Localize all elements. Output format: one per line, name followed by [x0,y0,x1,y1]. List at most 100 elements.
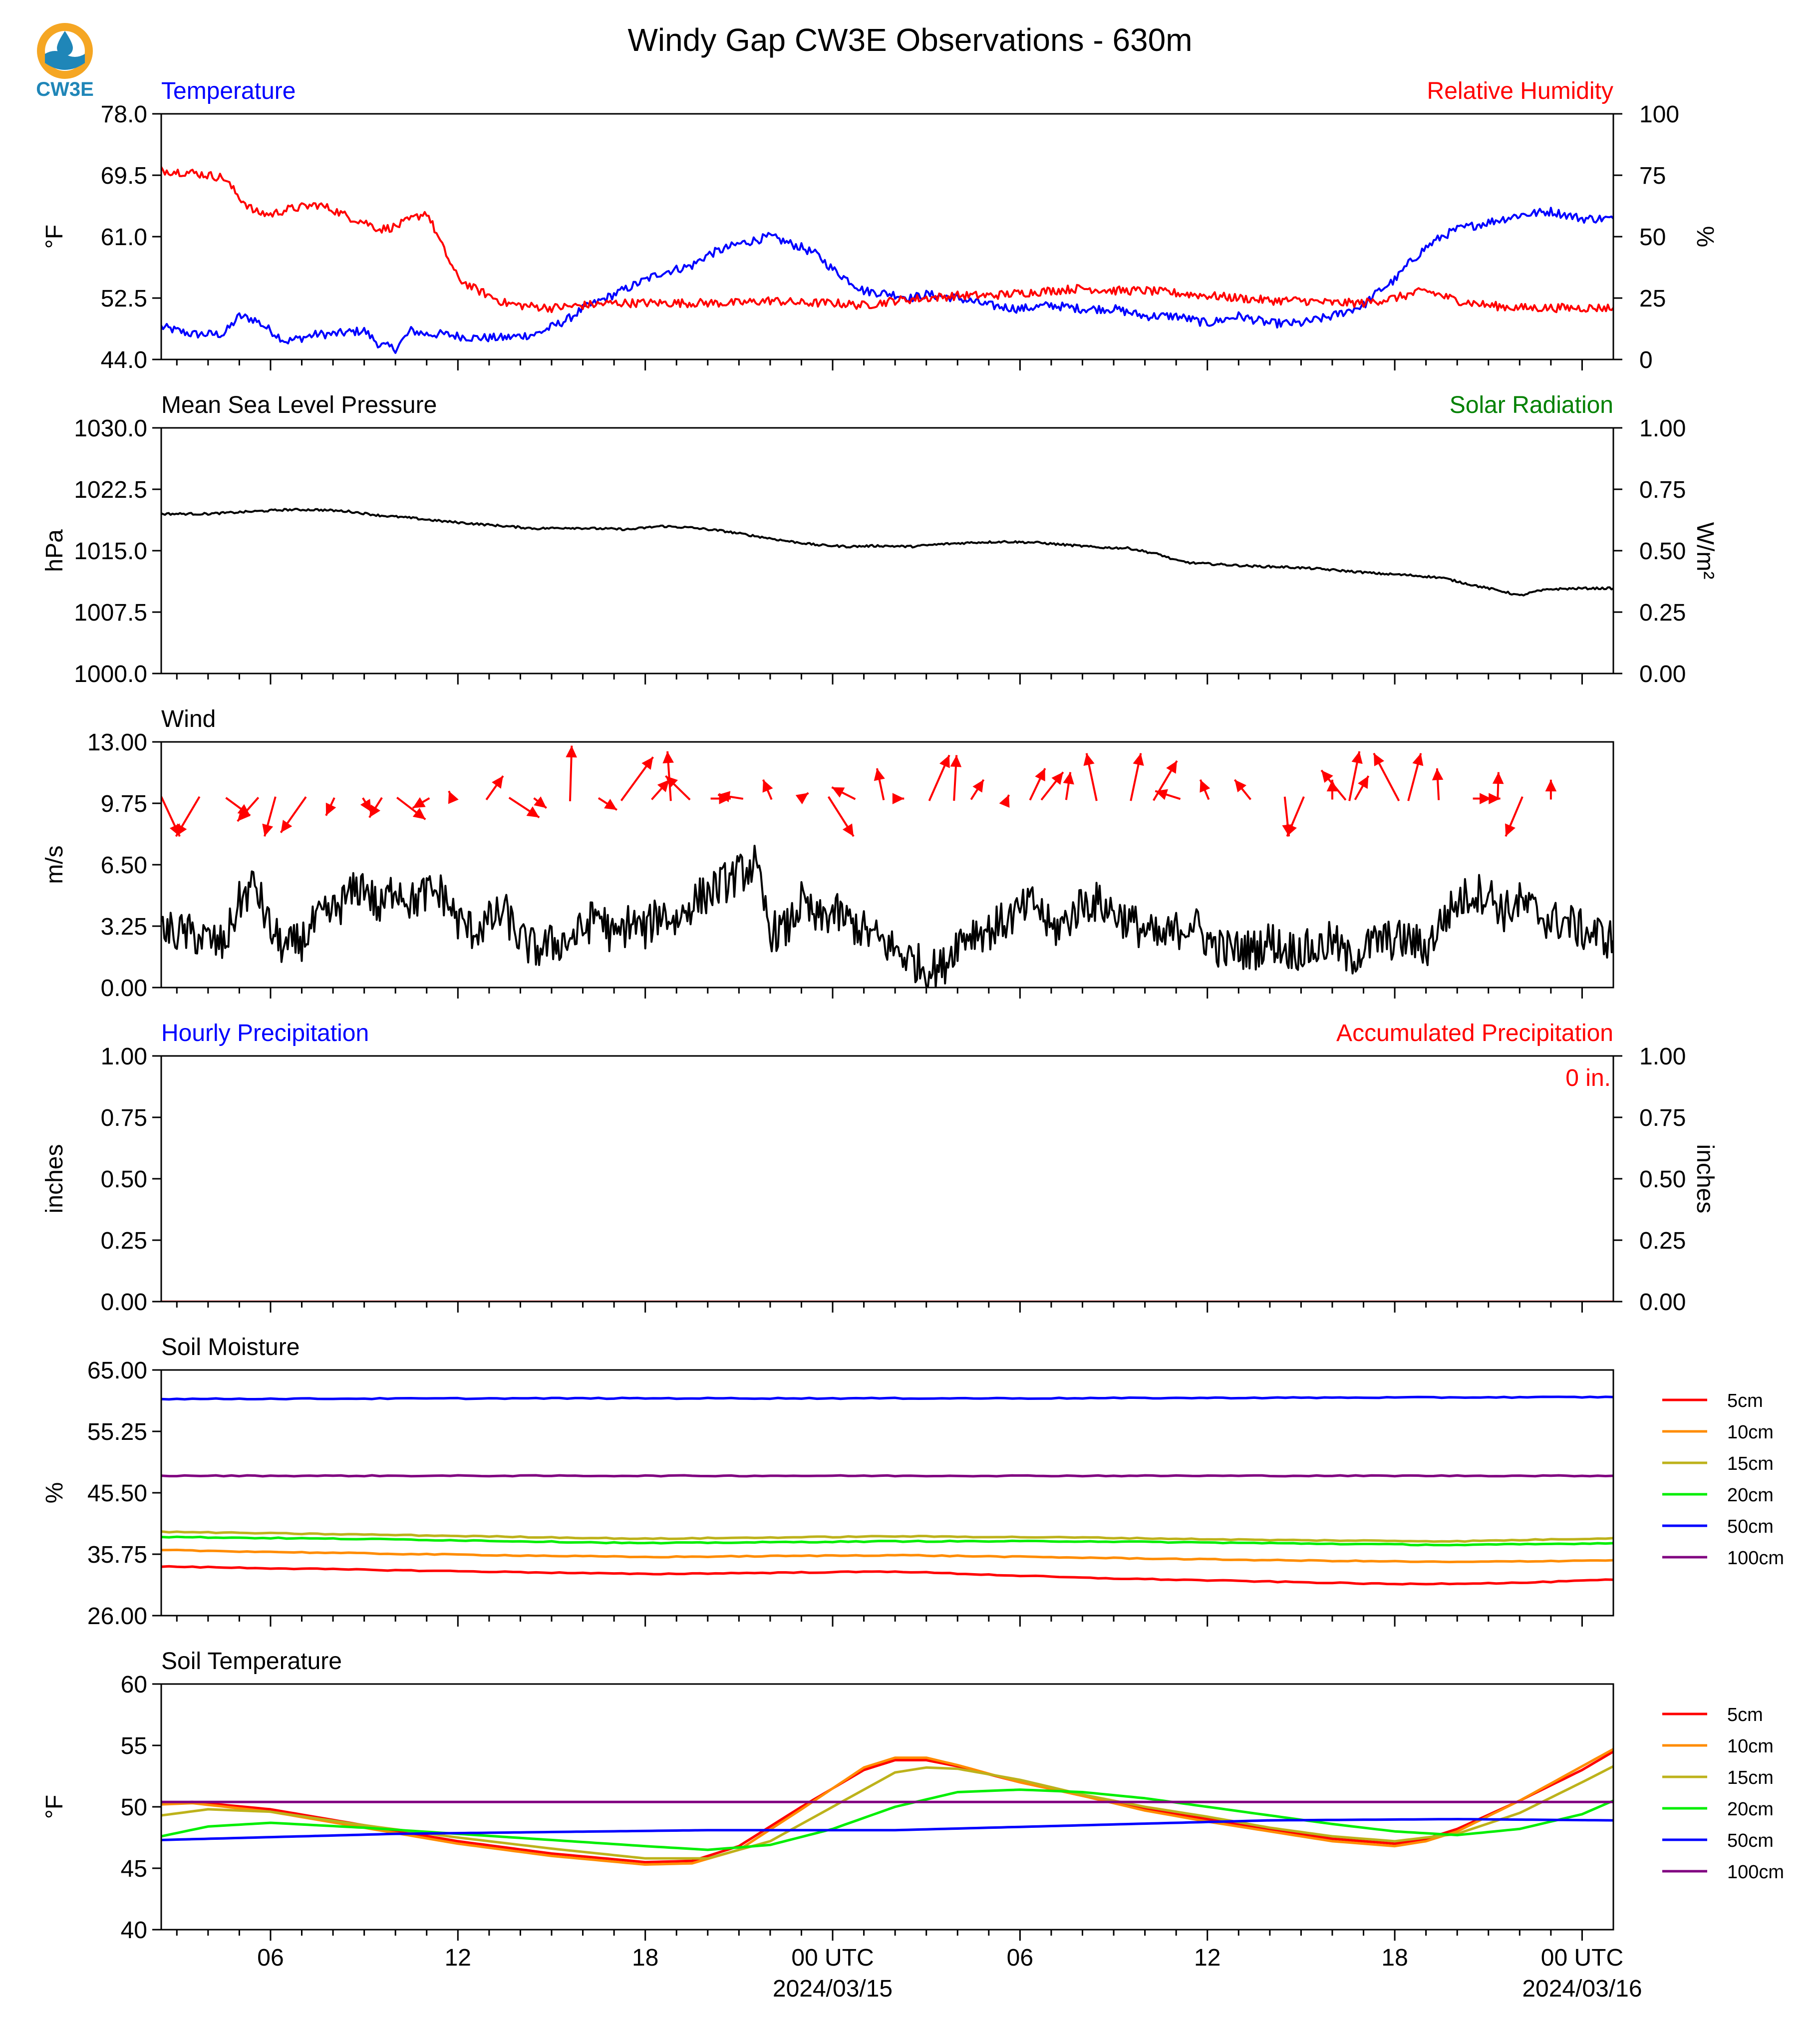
panel-frame [160,1369,1614,1617]
legend-label: 50cm [1727,1830,1774,1851]
y-tick-label-left: 78.0 [101,101,147,128]
wind-arrow-head [657,779,669,792]
wind-arrow-head [534,796,547,808]
x-date-label: 2024/03/16 [1522,1976,1642,2002]
y-axis-label-right: inches [1692,1144,1718,1214]
series-line-4 [161,1395,1613,1401]
wind-arrow-head [566,745,577,758]
y-tick-label-left: 45 [121,1856,147,1882]
y-tick-label-right: 25 [1639,286,1666,312]
wind-arrow-head [412,797,426,808]
y-tick-label-left: 0.25 [101,1228,147,1254]
y-tick-label-left: 3.25 [101,914,147,940]
x-tick-label: 00 UTC [791,1945,874,1971]
wind-arrow-head [237,808,250,821]
panel-frame [160,427,1614,675]
panel-title-right: Accumulated Precipitation [1336,1020,1613,1046]
y-tick-label-left: 1030.0 [74,415,147,442]
legend-label: 5cm [1727,1390,1763,1411]
legend-label: 15cm [1727,1453,1774,1474]
y-tick-label-left: 55 [121,1733,147,1759]
panel-frame [160,1055,1614,1303]
y-axis-label-right: % [1692,226,1718,248]
y-tick-label-left: 1000.0 [74,661,147,687]
wind-arrow-head [1083,753,1095,766]
wind-arrow-head [1133,753,1144,766]
accumulated-precip-value: 0 in. [1565,1065,1611,1091]
y-tick-label-left: 40 [121,1917,147,1944]
panel-2: Wind 0.00 3.25 6.50 9.75 13.00 m/s [41,706,1614,1002]
wind-arrow-head [448,791,459,804]
wind-arrow-head [762,779,773,793]
wind-arrow-head [1545,779,1557,792]
wind-arrow-head [662,751,674,764]
panel-3: Hourly Precipitation Accumulated Precipit… [41,1020,1718,1316]
series-group [161,508,1613,597]
legend-label: 10cm [1727,1736,1774,1757]
series-line-2 [161,1530,1613,1543]
wind-arrow-head [492,776,503,789]
y-tick-label-right: 0.25 [1639,600,1686,626]
wind-arrow-head [281,820,293,833]
wind-arrow-head [262,823,274,837]
y-tick-label-right: 1.00 [1639,415,1686,442]
wind-arrow-head [1358,776,1369,789]
wind-arrow-head [176,823,187,837]
wind-arrow-head [369,804,381,818]
y-tick-label-left: 35.75 [87,1542,147,1568]
y-tick-label-left: 0.00 [101,975,147,1002]
wind-arrow-head [1035,768,1045,781]
x-tick-label: 06 [257,1945,284,1971]
panel-title-left: Wind [161,706,216,732]
x-axis: 06 12 18 00 UTC 2024/03/15 06 12 18 00 UTC 2024/0… [257,1945,1642,2002]
panel-frame [160,741,1614,989]
panel-5: Soil Temperature 40 45 50 55 60 °F 5cm 10cm 15cm 2… [41,1648,1784,1944]
y-tick-label-left: 55.25 [87,1419,147,1445]
y-axis-label-left: inches [41,1144,68,1214]
panel-title-right: Relative Humidity [1427,78,1613,104]
panel-4: Soil Moisture 26.00 35.75 45.50 55.25 65.00% 5… [41,1334,1784,1630]
y-tick-label-left: 13.00 [87,729,147,756]
legend-label: 100cm [1727,1548,1784,1569]
panel-title-left: Hourly Precipitation [161,1020,369,1046]
y-tick-label-right: 0 [1639,347,1653,373]
panel-title-right: Solar Radiation [1450,392,1613,418]
panel-1: Mean Sea Level Pressure Solar Radiation 10… [41,392,1718,687]
legend-label: 10cm [1727,1422,1774,1443]
panels: Temperature Relative Humidity 44.0 52.5 61.0… [41,78,1784,1944]
x-tick-label: 00 UTC [1541,1945,1623,1971]
wind-arrow-head [1351,751,1363,764]
wind-arrow-head [1412,753,1424,766]
legend-label: 50cm [1727,1516,1774,1537]
y-tick-label-left: 0.00 [101,1289,147,1316]
y-tick-label-left: 1007.5 [74,600,147,626]
wind-arrow-head [526,806,540,818]
y-tick-label-right: 0.75 [1639,1105,1686,1131]
x-tick-label: 18 [1381,1945,1408,1971]
y-axis-label-left: m/s [41,845,68,884]
series-line-1 [161,1548,1613,1564]
wind-arrow-head [1155,789,1168,800]
y-tick-label-left: 0.75 [101,1105,147,1131]
series-line-5 [161,1474,1613,1478]
wind-arrow-head [665,776,678,788]
wind-arrow-head [832,787,845,798]
wind-arrow-head [1051,772,1063,785]
wind-arrow-head [1489,793,1501,804]
y-tick-label-left: 6.50 [101,852,147,879]
wind-arrow-head [842,823,854,837]
y-tick-label-right: 50 [1639,224,1666,251]
y-tick-label-left: 0.50 [101,1166,147,1193]
wind-arrow-head [1492,772,1504,784]
y-axis-label-left: °F [41,1795,68,1819]
panel-title-left: Soil Temperature [161,1648,342,1675]
y-tick-label-left: 50 [121,1794,147,1821]
x-date-label: 2024/03/15 [773,1976,893,2002]
series-line-4 [161,1818,1613,1841]
series-group [161,1748,1613,1866]
y-tick-label-right: 100 [1639,101,1679,128]
wind-arrow-head [360,799,371,812]
wind-arrow-head [1321,770,1333,783]
